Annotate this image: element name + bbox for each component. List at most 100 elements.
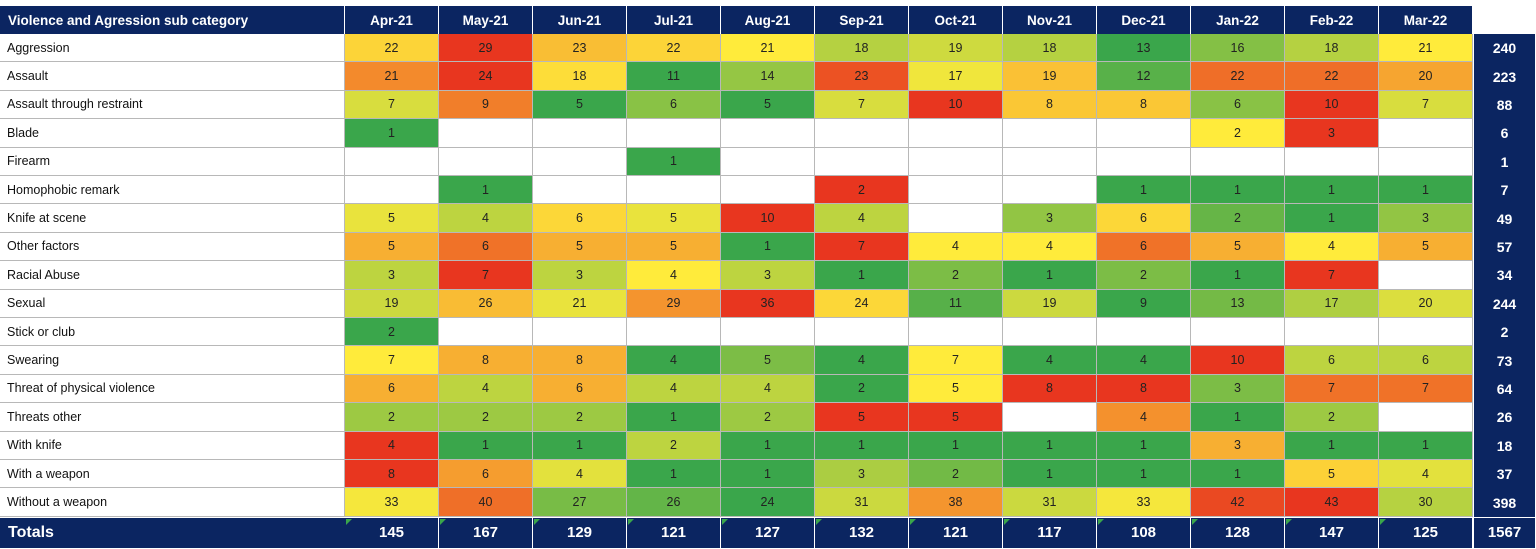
heatmap-cell [1097, 318, 1191, 347]
heatmap-cell: 5 [909, 403, 1003, 432]
heatmap-cell [1379, 147, 1473, 176]
cell-marker-icon [722, 518, 728, 525]
heatmap-cell: 13 [1097, 34, 1191, 63]
heatmap-cell: 5 [1191, 232, 1285, 262]
row-label: Blade [0, 119, 345, 148]
column-total: 147 [1285, 517, 1378, 548]
heatmap-cell: 2 [533, 403, 627, 432]
column-total: 108 [1097, 517, 1190, 548]
heatmap-cell: 1 [721, 431, 815, 460]
heatmap-cell [1097, 119, 1191, 148]
row-total: 73 [1474, 346, 1535, 375]
column-header: Jun-21 [533, 6, 627, 34]
cell-marker-icon [1192, 518, 1198, 525]
heatmap-cell: 6 [627, 90, 721, 120]
heatmap-cell: 21 [1379, 34, 1473, 63]
row-total: 7 [1474, 176, 1535, 205]
heatmap-cell: 4 [721, 374, 815, 404]
heatmap-cell: 22 [1191, 62, 1285, 91]
heatmap-cell: 8 [345, 460, 439, 489]
heatmap-cell: 10 [909, 90, 1003, 120]
heatmap-cell: 8 [1097, 374, 1191, 404]
heatmap-cell: 33 [345, 488, 439, 517]
heatmap-cell: 22 [627, 34, 721, 63]
row-total: 398 [1474, 488, 1535, 517]
cell-marker-icon [534, 518, 540, 525]
heatmap-cell [533, 119, 627, 148]
cell-marker-icon [628, 518, 634, 525]
heatmap-cell: 7 [909, 346, 1003, 375]
heatmap-cell: 4 [1379, 460, 1473, 489]
cell-marker-icon [1380, 518, 1386, 525]
heatmap-cell: 22 [345, 34, 439, 63]
heatmap-cell [627, 176, 721, 205]
heatmap-cell [815, 119, 909, 148]
heatmap-cell: 20 [1379, 289, 1473, 318]
cell-marker-icon [1286, 518, 1292, 525]
heatmap-cell: 1 [1285, 176, 1379, 205]
heatmap-cell: 2 [1285, 403, 1379, 432]
heatmap-cell: 22 [1285, 62, 1379, 91]
column-total: 121 [627, 517, 720, 548]
heatmap-cell [1003, 318, 1097, 347]
heatmap-cell [533, 147, 627, 176]
heatmap-cell [1379, 318, 1473, 347]
heatmap-cell: 1 [1191, 176, 1285, 205]
heatmap-cell: 6 [533, 204, 627, 233]
grand-total: 1567 [1474, 517, 1535, 548]
row-label: Stick or club [0, 318, 345, 347]
heatmap-cell: 1 [1097, 176, 1191, 205]
column-total: 145 [345, 517, 438, 548]
heatmap-cell [1003, 119, 1097, 148]
heatmap-cell: 19 [1003, 289, 1097, 318]
heatmap-cell: 5 [1379, 232, 1473, 262]
heatmap-cell: 1 [1003, 460, 1097, 489]
heatmap-cell: 1 [1379, 431, 1473, 460]
heatmap-cell: 3 [1191, 374, 1285, 404]
heatmap-cell: 2 [345, 403, 439, 432]
row-total: 57 [1474, 232, 1535, 262]
heatmap-cell [1003, 147, 1097, 176]
heatmap-cell: 29 [627, 289, 721, 318]
heatmap-cell: 21 [345, 62, 439, 91]
heatmap-cell: 4 [533, 460, 627, 489]
heatmap-cell: 17 [909, 62, 1003, 91]
heatmap-cell: 5 [721, 346, 815, 375]
heatmap-cell: 7 [815, 90, 909, 120]
row-total: 18 [1474, 431, 1535, 460]
row-label: Swearing [0, 346, 345, 375]
heatmap-cell [721, 176, 815, 205]
heatmap-cell: 11 [909, 289, 1003, 318]
heatmap-cell: 4 [439, 374, 533, 404]
heatmap-cell [721, 147, 815, 176]
heatmap-cell: 2 [815, 374, 909, 404]
column-header: Oct-21 [909, 6, 1003, 34]
heatmap-cell: 26 [439, 289, 533, 318]
heatmap-cell [533, 176, 627, 205]
heatmap-cell: 29 [439, 34, 533, 63]
row-total: 223 [1474, 62, 1535, 91]
heatmap-cell: 12 [1097, 62, 1191, 91]
column-header: Sep-21 [815, 6, 909, 34]
cell-marker-icon [910, 518, 916, 525]
heatmap-cell: 4 [1003, 232, 1097, 262]
heatmap-cell: 2 [815, 176, 909, 205]
heatmap-cell: 31 [1003, 488, 1097, 517]
heatmap-cell: 4 [627, 374, 721, 404]
heatmap-cell [1003, 176, 1097, 205]
column-header: Jul-21 [627, 6, 721, 34]
heatmap-cell: 4 [627, 261, 721, 290]
row-label: Sexual [0, 289, 345, 318]
row-label: Threats other [0, 403, 345, 432]
heatmap-cell: 3 [815, 460, 909, 489]
row-label: Firearm [0, 147, 345, 176]
heatmap-cell: 4 [345, 431, 439, 460]
heatmap-cell: 7 [345, 90, 439, 120]
heatmap-cell: 7 [1285, 374, 1379, 404]
heatmap-cell: 38 [909, 488, 1003, 517]
heatmap-cell: 5 [1285, 460, 1379, 489]
heatmap-cell: 2 [345, 318, 439, 347]
cell-marker-icon [816, 518, 822, 525]
heatmap-cell [909, 147, 1003, 176]
heatmap-cell: 1 [533, 431, 627, 460]
